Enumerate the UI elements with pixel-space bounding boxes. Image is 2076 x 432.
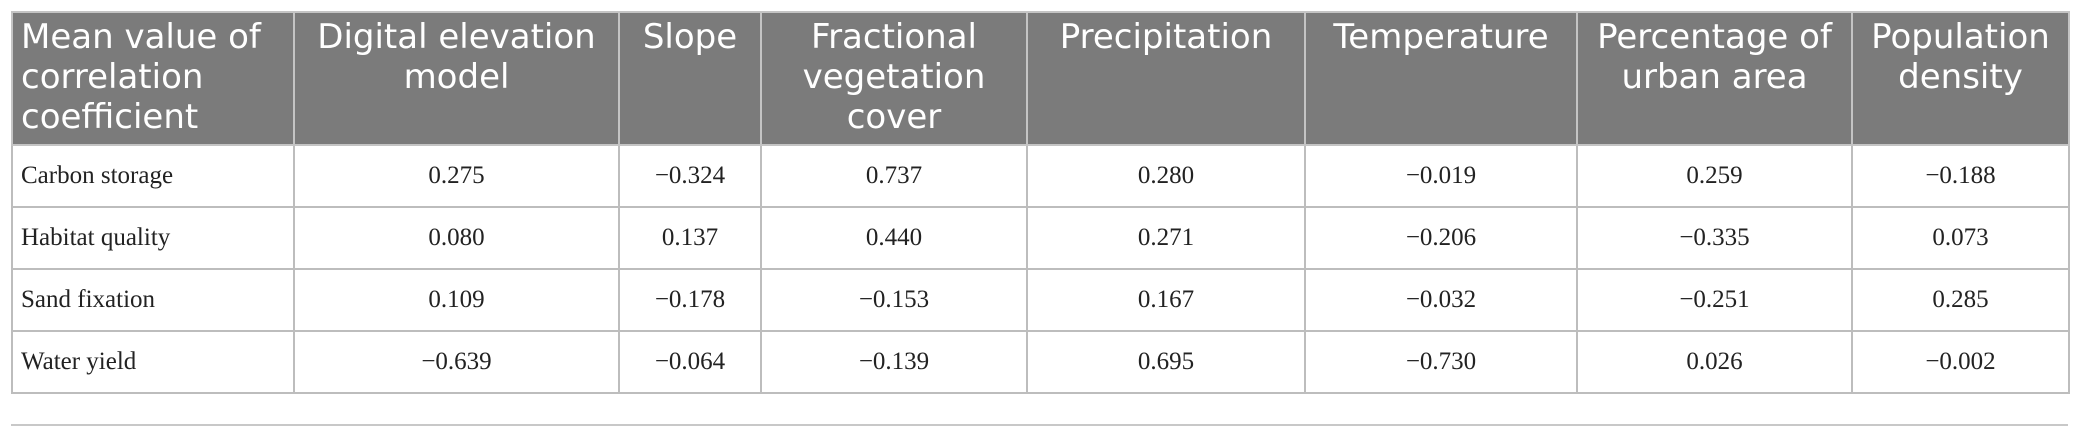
value-cell: −0.002 [1851, 330, 2070, 394]
header-cell: Slope [618, 11, 762, 146]
row-label: Water yield [11, 330, 295, 394]
value-cell: −0.251 [1576, 268, 1853, 332]
row-label: Habitat quality [11, 206, 295, 270]
header-cell: Mean value of correlation coefficient [11, 11, 295, 146]
value-cell: 0.167 [1026, 268, 1306, 332]
value-cell: 0.280 [1026, 144, 1306, 208]
header-cell: Precipitation [1026, 11, 1306, 146]
value-cell: 0.271 [1026, 206, 1306, 270]
table-wrap: Mean value of correlation coefficient Dig… [11, 11, 2070, 394]
value-cell: 0.137 [618, 206, 762, 270]
value-cell: 0.440 [760, 206, 1028, 270]
value-cell: −0.324 [618, 144, 762, 208]
value-cell: 0.275 [293, 144, 620, 208]
header-cell: Temperature [1304, 11, 1578, 146]
value-cell: −0.335 [1576, 206, 1853, 270]
table-body: Carbon storage 0.275 −0.324 0.737 0.280 −0.01… [11, 144, 2070, 394]
value-cell: −0.064 [618, 330, 762, 394]
row-label: Carbon storage [11, 144, 295, 208]
row-label: Sand fixation [11, 268, 295, 332]
header-cell: Percentage of urban area [1576, 11, 1853, 146]
header-row: Mean value of correlation coefficient Dig… [11, 11, 2070, 146]
value-cell: 0.259 [1576, 144, 1853, 208]
value-cell: −0.178 [618, 268, 762, 332]
value-cell: −0.139 [760, 330, 1028, 394]
value-cell: −0.730 [1304, 330, 1578, 394]
value-cell: 0.285 [1851, 268, 2070, 332]
value-cell: 0.026 [1576, 330, 1853, 394]
value-cell: 0.109 [293, 268, 620, 332]
table-row: Water yield −0.639 −0.064 −0.139 0.695 −0.730… [11, 330, 2070, 394]
table-row: Habitat quality 0.080 0.137 0.440 0.271 −0.20… [11, 206, 2070, 270]
header-cell: Fractional vegetation cover [760, 11, 1028, 146]
value-cell: 0.695 [1026, 330, 1306, 394]
value-cell: 0.073 [1851, 206, 2070, 270]
value-cell: −0.032 [1304, 268, 1578, 332]
value-cell: −0.639 [293, 330, 620, 394]
value-cell: 0.737 [760, 144, 1028, 208]
bottom-rule [11, 424, 2068, 426]
value-cell: −0.153 [760, 268, 1028, 332]
value-cell: −0.188 [1851, 144, 2070, 208]
table-row: Carbon storage 0.275 −0.324 0.737 0.280 −0.01… [11, 144, 2070, 208]
table: Mean value of correlation coefficient Dig… [11, 11, 2070, 394]
header-cell: Digital elevation model [293, 11, 620, 146]
value-cell: −0.206 [1304, 206, 1578, 270]
value-cell: 0.080 [293, 206, 620, 270]
header-cell: Population density [1851, 11, 2070, 146]
table-row: Sand fixation 0.109 −0.178 −0.153 0.167 −0.03… [11, 268, 2070, 332]
value-cell: −0.019 [1304, 144, 1578, 208]
